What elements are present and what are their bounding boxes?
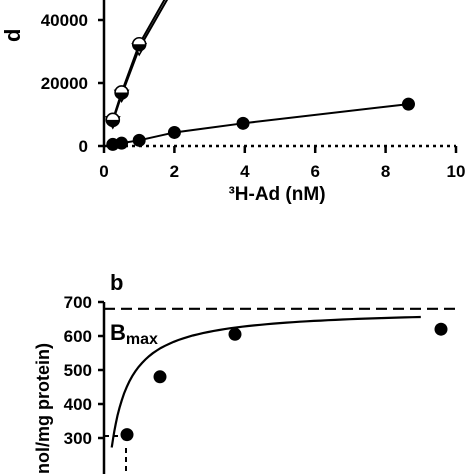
y-tick-label: 0 [79,137,88,156]
y-tick-label: 400 [64,395,92,414]
panel-b-ylabel: nol/mg protein) [33,343,53,474]
panel-a-marks [104,0,415,151]
series-line [111,0,169,122]
series-line [111,0,166,121]
data-point-half-fill [132,44,146,51]
data-point-filled [401,97,415,111]
data-point-filled [153,370,167,384]
y-tick-label: 40000 [41,11,88,30]
panel-b: b nol/mg protein) 300 400 500 600 700 Bmax [33,270,456,474]
x-tick-label: 0 [99,162,108,181]
bmax-label: Bmax [110,320,158,348]
x-tick-label: 10 [447,162,466,181]
data-point-filled [120,428,134,442]
panel-a: d 0 20000 40000 0 2 4 6 8 10 ³H-Ad (nM) [0,0,465,205]
data-point-half-fill [106,119,120,127]
data-point-filled [167,125,181,139]
x-tick-label: 8 [381,162,390,181]
data-point-filled [115,136,129,150]
y-tick-label: 700 [64,293,92,312]
data-point-filled [236,116,250,130]
data-point-filled [228,327,242,341]
panel-a-x-ticks: 0 2 4 6 8 10 [99,146,465,181]
y-tick-label: 300 [64,429,92,448]
panel-b-marks [120,322,448,442]
panel-a-xlabel: ³H-Ad (nM) [228,184,325,205]
panel-a-ylabel: d [0,29,25,42]
data-point-filled [132,133,146,147]
panel-a-y-ticks: 0 20000 40000 [41,11,104,156]
x-tick-label: 2 [170,162,179,181]
y-tick-label: 500 [64,361,92,380]
panel-b-fit-curve [110,315,421,448]
x-tick-label: 4 [240,162,250,181]
panel-b-y-ticks: 300 400 500 600 700 [64,293,104,448]
data-point-half-fill [115,92,129,99]
data-point-filled [434,322,448,336]
x-tick-label: 6 [310,162,319,181]
panel-b-letter: b [110,270,123,295]
y-tick-label: 20000 [41,74,88,93]
y-tick-label: 600 [64,327,92,346]
series-line [112,103,409,146]
